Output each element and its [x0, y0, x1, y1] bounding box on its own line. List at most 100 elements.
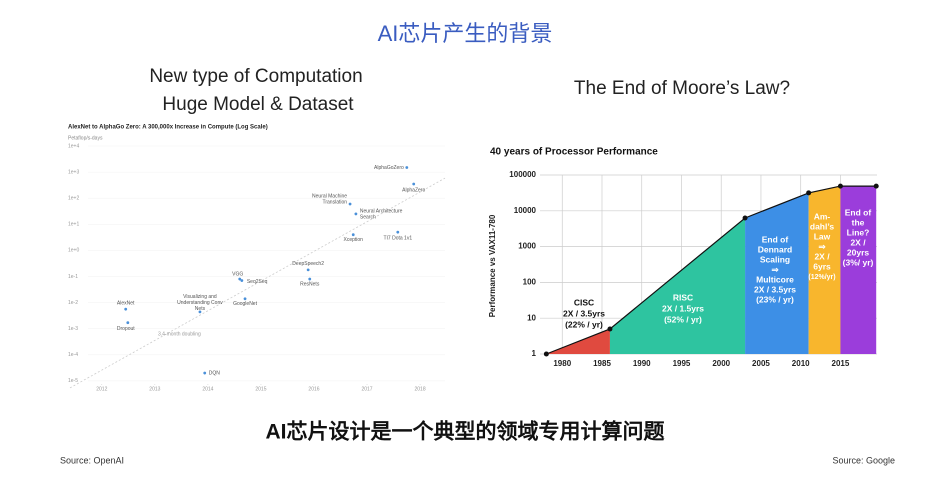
- slide-title: AI芯片产生的背景: [378, 21, 553, 46]
- data-point: [396, 230, 400, 234]
- x-tick-label: 2014: [202, 386, 213, 392]
- y-tick-label: 100: [523, 278, 537, 287]
- y-axis-label: Performance vs VAX11-780: [488, 214, 497, 317]
- point-label: Seq2Seq: [247, 279, 268, 285]
- segment-label: 2X / 3.5yrs: [754, 284, 796, 294]
- point-label: Understanding Conv: [177, 300, 223, 306]
- y-tick-label: 1e+3: [68, 169, 79, 175]
- left-heading: Huge Model & Dataset: [162, 94, 354, 115]
- left-heading: New type of Computation: [149, 66, 362, 87]
- x-tick-label: 2016: [308, 386, 319, 392]
- y-tick-label: 1e-4: [68, 352, 78, 358]
- x-tick-label: 2013: [149, 386, 160, 392]
- segment-label: (52% / yr): [664, 314, 702, 324]
- x-tick-label: 2015: [832, 359, 850, 368]
- y-tick-label: 1e-1: [68, 274, 78, 280]
- segment-label: End of: [845, 207, 872, 217]
- segment-label: 2X / 3.5yrs: [563, 308, 605, 318]
- point-label: Search: [360, 214, 376, 220]
- area-segment: [808, 186, 841, 354]
- data-point: [412, 182, 416, 186]
- x-tick-label: 2000: [712, 359, 730, 368]
- segment-label: ⇒: [818, 241, 826, 251]
- chart-title: AlexNet to AlphaGo Zero: A 300,000x Incr…: [68, 125, 268, 131]
- data-point: [348, 202, 352, 206]
- segment-label: Line?: [847, 227, 870, 237]
- area-segment: [609, 217, 746, 354]
- y-tick-label: 1000: [518, 242, 536, 251]
- point-label: Nets: [195, 306, 206, 312]
- x-tick-label: 1980: [553, 359, 571, 368]
- data-point: [806, 190, 812, 196]
- x-tick-label: 2015: [255, 386, 266, 392]
- segment-label: (22% / yr): [565, 319, 603, 329]
- segment-label: Am-: [814, 211, 831, 221]
- point-label: TI7 Dota 1v1: [383, 235, 412, 241]
- x-tick-label: 2018: [415, 386, 426, 392]
- data-point: [405, 166, 409, 169]
- point-label: Dropout: [117, 326, 135, 332]
- point-label: Visualizing and: [183, 294, 217, 300]
- point-label: DeepSpeech2: [292, 261, 324, 267]
- data-point: [238, 277, 242, 281]
- chart-title: 40 years of Processor Performance: [490, 147, 658, 158]
- data-point: [837, 183, 843, 189]
- segment-label: 2X / 1.5yrs: [662, 303, 704, 313]
- point-label: ResNets: [300, 281, 320, 287]
- y-tick-label: 1e+2: [68, 196, 79, 202]
- segment-label: 2X /: [850, 237, 866, 247]
- data-point: [873, 183, 879, 189]
- point-label: Xception: [344, 237, 364, 243]
- data-point: [126, 321, 130, 325]
- y-tick-label: 1e+0: [68, 248, 79, 254]
- segment-label: 6yrs: [813, 261, 831, 271]
- data-point: [203, 371, 207, 375]
- data-point: [308, 277, 312, 281]
- segment-label: 20yrs: [847, 247, 869, 257]
- x-tick-label: 1995: [673, 359, 691, 368]
- right-heading: The End of Moore’s Law?: [574, 78, 790, 99]
- y-tick-label: 1e-2: [68, 300, 78, 306]
- source: Source: Google: [832, 455, 895, 465]
- y-tick-label: 1e-5: [68, 378, 78, 384]
- segment-label: (3%/ yr): [843, 257, 874, 267]
- y-tick-label: 1: [532, 349, 537, 358]
- y-tick-label: 1e+4: [68, 143, 79, 149]
- point-label: GoogleNet: [233, 301, 258, 307]
- data-point: [306, 268, 310, 272]
- x-tick-label: 2012: [96, 386, 107, 392]
- data-point: [742, 215, 748, 221]
- y-tick-label: 1e-3: [68, 326, 78, 332]
- y-tick-label: 10000: [514, 206, 537, 215]
- y-axis-label: Petaflop/s-days: [68, 135, 103, 141]
- source: Source: OpenAI: [60, 455, 124, 465]
- segment-label: ⇒: [771, 264, 779, 274]
- segment-label: 2X /: [814, 251, 830, 261]
- segment-label: End of: [762, 234, 789, 244]
- x-tick-label: 1985: [593, 359, 611, 368]
- point-label: DQN: [209, 370, 221, 376]
- segment-label: Dennard: [758, 244, 792, 254]
- data-point: [243, 297, 247, 301]
- x-tick-label: 1990: [633, 359, 651, 368]
- point-label: AlphaZero: [402, 187, 425, 193]
- segment-label: dahl’s: [810, 221, 835, 231]
- performance-line: [546, 185, 877, 355]
- point-label: Neural Architecture: [360, 208, 403, 214]
- point-label: AlexNet: [117, 301, 135, 307]
- segment-label: (12%/yr): [808, 274, 835, 281]
- data-point: [124, 307, 128, 311]
- y-tick-label: 1e+1: [68, 222, 79, 228]
- area-segment: [840, 186, 877, 354]
- data-point: [351, 233, 355, 237]
- area-segment: [745, 192, 809, 354]
- bottom-text: AI芯片设计是一个典型的领域专用计算问题: [266, 420, 666, 444]
- point-label: Translation: [322, 199, 347, 205]
- segment-label: (23% / yr): [756, 294, 794, 304]
- y-tick-label: 100000: [509, 170, 536, 179]
- point-label: VGG: [232, 271, 243, 277]
- data-point: [240, 279, 244, 282]
- segment-label: the: [852, 217, 865, 227]
- data-point: [543, 351, 549, 357]
